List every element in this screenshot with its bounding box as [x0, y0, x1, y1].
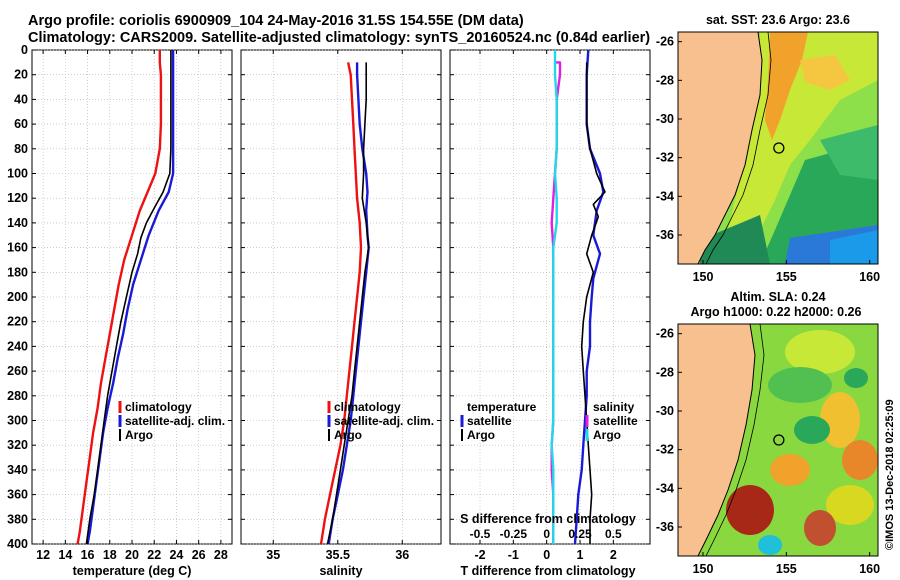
y-tick-label: 300: [7, 414, 28, 428]
x-tick-label: 2: [610, 548, 617, 562]
y-tick-label: 140: [7, 216, 28, 230]
top-x-tick-label: 0.5: [605, 527, 622, 541]
map-x-tick-label: 160: [859, 562, 880, 576]
y-tick-label: 0: [21, 43, 28, 57]
top-x-tick-label: -0.5: [470, 527, 491, 541]
argo-position-marker: [773, 434, 785, 446]
sla-map-title: Altim. SLA: 0.24: [730, 290, 825, 304]
x-tick-label: 1: [577, 548, 584, 562]
map-y-tick-label: -28: [656, 73, 674, 87]
argo-position-marker: [773, 142, 785, 154]
x-tick-label: 36: [395, 548, 409, 562]
sst-map-title: sat. SST: 23.6 Argo: 23.6: [706, 13, 850, 27]
map-x-tick-label: 155: [776, 270, 797, 284]
legend-t-argo: Argo: [467, 428, 495, 442]
series-line-argo: [85, 50, 172, 544]
watermark: ©IMOS 13-Dec-2018 02:25:09: [884, 399, 896, 550]
x-tick-label: 24: [169, 548, 183, 562]
temperature-legend: climatology satellite-adj. clim. Argo: [118, 400, 225, 442]
title-line1: Argo profile: coriolis 6900909_104 24-Ma…: [28, 13, 524, 29]
x-tick-label: 35.5: [326, 548, 350, 562]
x-tick-label: 35: [266, 548, 280, 562]
x-tick-label: 28: [214, 548, 228, 562]
x-tick-label: 12: [36, 548, 50, 562]
series-line-s-argo: [550, 50, 558, 544]
series-line-satellite-adj-clim-: [327, 62, 370, 544]
y-tick-label: 200: [7, 290, 28, 304]
x-tick-label: 18: [103, 548, 117, 562]
map-x-tick-label: 150: [693, 270, 714, 284]
top-x-tick-label: 0: [543, 527, 550, 541]
series-line-argo: [326, 62, 370, 544]
legend-temperature-title: temperature: [467, 400, 537, 414]
y-tick-label: 160: [7, 241, 28, 255]
difference-xlabel: T difference from climatology: [460, 564, 635, 578]
y-tick-label: 60: [14, 117, 28, 131]
map-y-tick-label: -34: [656, 481, 674, 495]
y-tick-label: 380: [7, 512, 28, 526]
map-y-tick-label: -30: [656, 404, 674, 418]
land-shape: [678, 32, 762, 264]
difference-top-xlabel: S difference from climatology: [460, 512, 636, 526]
salinity-legend: climatology satellite-adj. clim. Argo: [327, 400, 434, 442]
legend-salinity-title: salinity: [593, 400, 635, 414]
x-tick-label: 0: [543, 548, 550, 562]
map-y-tick-label: -26: [656, 327, 674, 341]
x-tick-label: 16: [81, 548, 95, 562]
y-tick-label: 400: [7, 537, 28, 551]
legend-argo: Argo: [334, 428, 362, 442]
map-y-tick-label: -34: [656, 189, 674, 203]
y-tick-label: 20: [14, 68, 28, 82]
y-tick-label: 260: [7, 364, 28, 378]
legend-s-satellite: satellite: [593, 414, 638, 428]
title-line2: Climatology: CARS2009. Satellite-adjuste…: [28, 30, 650, 46]
sst-map: [678, 32, 878, 264]
y-tick-label: 340: [7, 463, 28, 477]
map-y-tick-label: -28: [656, 365, 674, 379]
y-tick-label: 80: [14, 142, 28, 156]
legend-t-satellite: satellite: [467, 414, 512, 428]
y-tick-label: 120: [7, 191, 28, 205]
difference-legend: temperature satellite Argo salinity sate…: [460, 400, 638, 442]
map-y-tick-label: -30: [656, 112, 674, 126]
y-tick-label: 220: [7, 315, 28, 329]
map-x-tick-label: 155: [776, 562, 797, 576]
top-x-tick-label: -0.25: [500, 527, 528, 541]
map-y-tick-label: -26: [656, 35, 674, 49]
legend-argo: Argo: [125, 428, 153, 442]
map-x-tick-label: 160: [859, 270, 880, 284]
x-tick-label: 14: [58, 548, 72, 562]
map-y-tick-label: -36: [656, 228, 674, 242]
legend-climatology: climatology: [334, 400, 401, 414]
legend-s-argo: Argo: [593, 428, 621, 442]
sla-map-subtitle: Argo h1000: 0.22 h2000: 0.26: [691, 305, 862, 319]
map-y-tick-label: -36: [656, 520, 674, 534]
map-y-tick-label: -32: [656, 443, 674, 457]
y-tick-label: 180: [7, 265, 28, 279]
sla-map: [678, 324, 878, 556]
x-tick-label: -2: [474, 548, 485, 562]
temperature-xlabel: temperature (deg C): [73, 564, 192, 578]
legend-satellite-adj: satellite-adj. clim.: [125, 414, 225, 428]
y-tick-label: 280: [7, 389, 28, 403]
y-tick-label: 240: [7, 339, 28, 353]
x-tick-label: 26: [192, 548, 206, 562]
y-tick-label: 360: [7, 488, 28, 502]
x-tick-label: 22: [147, 548, 161, 562]
x-tick-label: 20: [125, 548, 139, 562]
top-x-tick-label: 0.25: [568, 527, 592, 541]
legend-satellite-adj: satellite-adj. clim.: [334, 414, 434, 428]
series-line-climatology: [76, 50, 163, 544]
y-tick-label: 100: [7, 167, 28, 181]
series-line-t-argo: [580, 62, 606, 544]
map-y-tick-label: -32: [656, 151, 674, 165]
x-tick-label: -1: [508, 548, 519, 562]
series-line-climatology: [319, 62, 363, 544]
legend-climatology: climatology: [125, 400, 192, 414]
map-x-tick-label: 150: [693, 562, 714, 576]
y-tick-label: 40: [14, 92, 28, 106]
salinity-xlabel: salinity: [319, 564, 362, 578]
y-tick-label: 320: [7, 438, 28, 452]
